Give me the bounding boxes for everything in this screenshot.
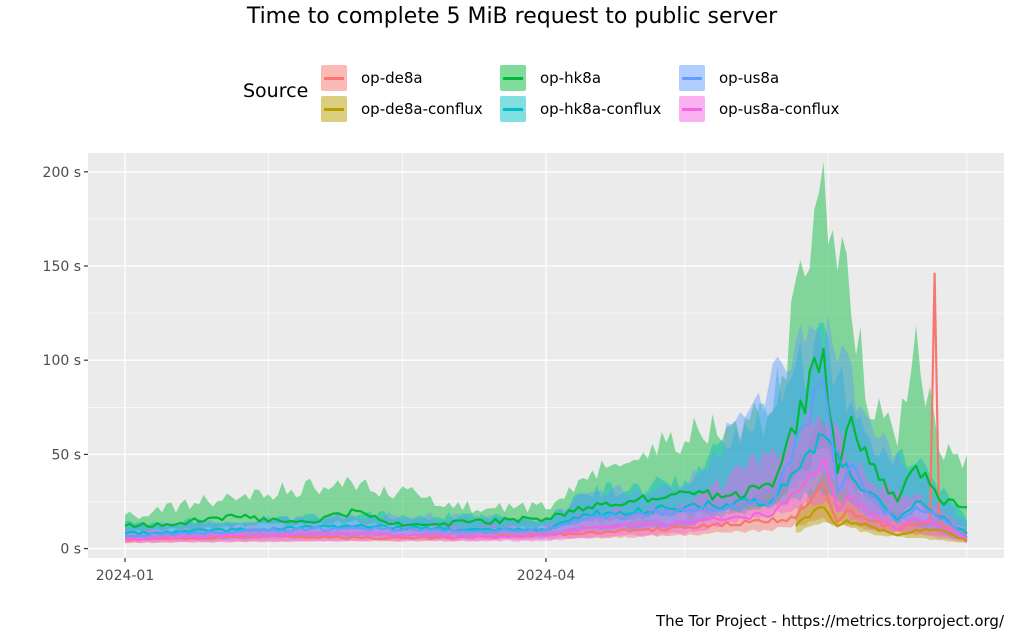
legend-key-op-hk8a <box>500 65 526 91</box>
chart-title: Time to complete 5 MiB request to public… <box>246 4 778 29</box>
legend: Source op-de8a op-de8a-conflux op-hk8a o… <box>243 60 883 126</box>
x-tick-label: 2024-04 <box>517 568 576 584</box>
legend-key-op-hk8a-conflux <box>500 96 526 122</box>
legend-item-op-hk8a: op-hk8a <box>500 63 601 93</box>
y-tick-label: 150 s <box>43 259 81 275</box>
band-op-hk8a-conflux <box>125 322 967 540</box>
band-op-hk8a <box>125 162 967 533</box>
legend-title: Source <box>243 80 309 102</box>
legend-label-op-hk8a-conflux: op-hk8a-conflux <box>540 100 662 118</box>
median-lines <box>124 272 968 542</box>
legend-label-op-us8a-conflux: op-us8a-conflux <box>719 100 840 118</box>
chart-caption: The Tor Project - https://metrics.torpro… <box>655 612 1004 630</box>
legend-label-op-de8a-conflux: op-de8a-conflux <box>361 100 483 118</box>
band-op-us8a <box>125 313 967 542</box>
legend-label-op-hk8a: op-hk8a <box>540 69 602 87</box>
legend-key-op-de8a <box>321 65 347 91</box>
legend-item-op-de8a: op-de8a <box>321 63 423 93</box>
legend-item-op-us8a-conflux: op-us8a-conflux <box>679 94 839 124</box>
line-op-us8a <box>124 377 968 539</box>
legend-item-op-us8a: op-us8a <box>679 63 779 93</box>
line-op-us8a-conflux <box>124 457 968 541</box>
y-tick-label: 0 s <box>60 542 81 558</box>
legend-item-op-de8a-conflux: op-de8a-conflux <box>321 94 483 124</box>
y-tick-label: 200 s <box>43 165 81 181</box>
y-tick-label: 50 s <box>51 447 81 463</box>
legend-item-op-hk8a-conflux: op-hk8a-conflux <box>500 94 661 124</box>
legend-key-op-de8a-conflux <box>321 96 347 122</box>
legend-label-op-de8a: op-de8a <box>361 69 423 87</box>
line-op-de8a-conflux <box>794 506 968 542</box>
x-tick-label: 2024-01 <box>96 568 155 584</box>
grid-lines <box>88 153 1004 558</box>
axes: 0 s 50 s 100 s 150 s 200 s 2024-01 2024-04 <box>43 165 576 584</box>
legend-key-op-us8a <box>679 65 705 91</box>
y-tick-label: 100 s <box>43 353 81 369</box>
legend-key-op-us8a-conflux <box>679 96 705 122</box>
legend-label-op-us8a: op-us8a <box>719 69 780 87</box>
line-op-hk8a <box>124 347 968 529</box>
band-op-us8a-conflux <box>125 408 967 544</box>
